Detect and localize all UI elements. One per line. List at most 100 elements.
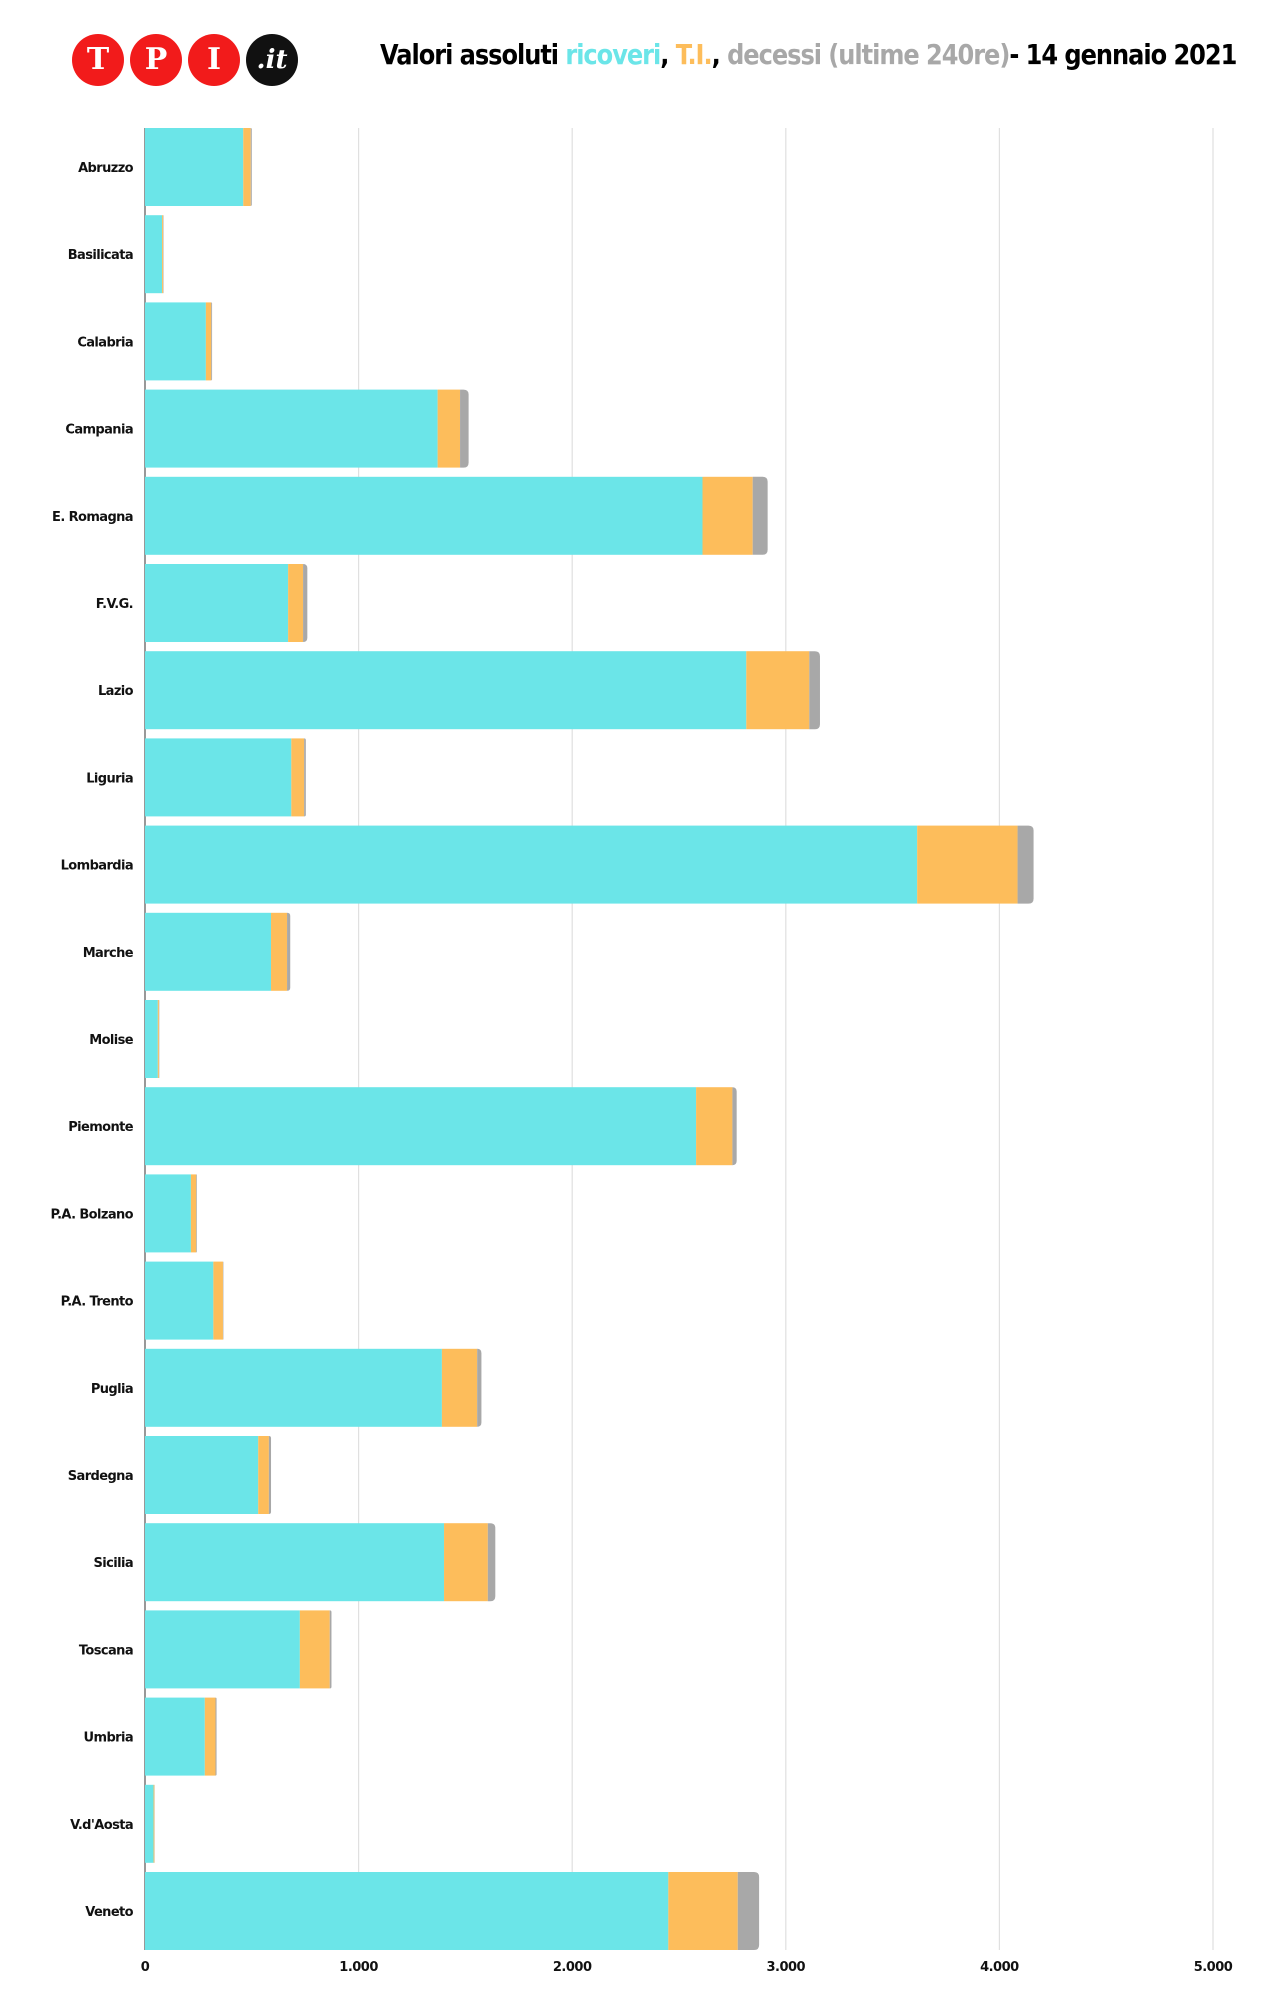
bar-segment-ti — [157, 1000, 159, 1078]
logo-dot-it: .it — [246, 34, 298, 86]
bar-segment-ti — [437, 389, 461, 468]
bar-group — [145, 389, 469, 468]
bar-segment-ricoveri — [145, 215, 163, 294]
bar-segment-ricoveri — [145, 564, 289, 642]
title-suffix: - 14 gennaio 2021 — [1009, 38, 1237, 71]
bar-segment-ricoveri — [145, 1174, 191, 1253]
bar-segment-ti — [204, 1697, 216, 1776]
title-ricoveri: ricoveri — [565, 38, 661, 71]
bar-group — [145, 825, 1034, 904]
bar-segment-ti — [271, 912, 288, 991]
bar-segment-ti — [696, 1087, 733, 1166]
title-ti: T.I. — [675, 38, 713, 71]
bar-segment-decessi — [196, 1174, 197, 1253]
bar-segment-ricoveri — [145, 1348, 442, 1427]
bars — [145, 128, 1034, 1950]
bar-group — [145, 215, 164, 294]
category-label: Campania — [65, 423, 133, 438]
bar-group — [145, 1436, 272, 1514]
bar-segment-decessi — [268, 1436, 272, 1514]
category-label: Umbria — [84, 1731, 133, 1746]
category-label: F.V.G. — [96, 597, 133, 612]
bar-group — [145, 1784, 155, 1863]
bar-group — [145, 1174, 197, 1253]
bar-segment-ricoveri — [145, 1087, 697, 1166]
category-label: Abruzzo — [78, 161, 134, 176]
bar-segment-decessi — [752, 476, 768, 555]
bar-segment-ricoveri — [145, 1261, 214, 1340]
bar-segment-decessi — [303, 564, 308, 642]
x-tick-label: 5.000 — [1194, 1960, 1233, 1975]
bar-segment-ricoveri — [145, 825, 918, 904]
bar-segment-ricoveri — [145, 651, 747, 730]
bar-segment-ricoveri — [145, 1000, 158, 1078]
bar-segment-ti — [746, 651, 810, 730]
category-label: Molise — [89, 1033, 134, 1048]
logo-letter-t: T — [72, 34, 124, 86]
category-label: Liguria — [86, 771, 133, 786]
x-tick-label: 4.000 — [980, 1960, 1019, 1975]
bar-segment-decessi — [329, 1610, 332, 1689]
bar-segment-ricoveri — [145, 476, 703, 555]
bar-segment-ricoveri — [145, 912, 272, 991]
bar-group — [145, 1697, 217, 1776]
title-separator-1: , — [660, 38, 676, 71]
category-label: Sardegna — [68, 1469, 133, 1484]
category-label: P.A. Bolzano — [51, 1207, 134, 1222]
bar-segment-ti — [153, 1784, 155, 1863]
title-decessi: decessi (ultime 240re) — [727, 38, 1010, 71]
category-label: P.A. Trento — [61, 1295, 134, 1310]
bar-group — [145, 912, 291, 991]
category-label: Marche — [83, 946, 134, 961]
bar-segment-decessi — [250, 128, 252, 206]
x-tick-label: 3.000 — [766, 1960, 805, 1975]
bar-segment-ricoveri — [145, 128, 244, 206]
category-label: Sicilia — [94, 1556, 133, 1571]
x-axis-tick-labels: 0 1.000 2.000 3.000 4.000 5.000 — [141, 1960, 1234, 1975]
bar-segment-ti — [441, 1348, 478, 1427]
bar-segment-ricoveri — [145, 1697, 205, 1776]
bar-segment-ti — [288, 564, 304, 642]
bar-segment-ti — [258, 1436, 269, 1514]
category-label: Piemonte — [68, 1120, 134, 1135]
bar-segment-ricoveri — [145, 1872, 669, 1950]
bar-group — [145, 476, 768, 555]
bar-segment-ricoveri — [145, 389, 438, 468]
title-separator-2: , — [711, 38, 728, 71]
category-label: Veneto — [85, 1905, 133, 1920]
bar-group — [145, 302, 213, 381]
bar-group — [145, 1000, 160, 1078]
bar-segment-decessi — [477, 1348, 482, 1427]
bar-segment-decessi — [215, 1697, 217, 1776]
logo-letter-i: I — [188, 34, 240, 86]
bar-segment-ti — [190, 1174, 197, 1253]
bar-segment-ricoveri — [145, 1784, 154, 1863]
bar-segment-ti — [668, 1872, 738, 1950]
bar-segment-ti — [444, 1523, 488, 1602]
bar-segment-ricoveri — [145, 738, 292, 817]
bar-group — [145, 1348, 482, 1427]
bar-group — [145, 1610, 332, 1689]
bar-group — [145, 651, 820, 730]
category-label: Calabria — [77, 335, 133, 350]
bar-segment-ricoveri — [145, 302, 206, 381]
bar-segment-decessi — [809, 651, 820, 730]
title-prefix: Valori assoluti — [380, 38, 566, 71]
bar-segment-ti — [917, 825, 1018, 904]
bar-segment-decessi — [211, 302, 213, 381]
bar-segment-decessi — [304, 738, 306, 817]
category-label: Basilicata — [68, 248, 133, 263]
bar-segment-ricoveri — [145, 1436, 259, 1514]
x-tick-label: 0 — [141, 1960, 150, 1975]
bar-segment-ti — [243, 128, 251, 206]
bar-group — [145, 564, 308, 642]
category-label: Lazio — [98, 684, 134, 699]
bar-segment-ti — [291, 738, 305, 817]
bar-segment-decessi — [460, 389, 469, 468]
bar-group — [145, 738, 306, 817]
bar-segment-decessi — [1017, 825, 1034, 904]
category-labels: Abruzzo Basilicata Calabria Campania E. Roma… — [51, 161, 135, 1920]
bar-group — [145, 1872, 760, 1950]
bar-segment-decessi — [737, 1872, 760, 1950]
